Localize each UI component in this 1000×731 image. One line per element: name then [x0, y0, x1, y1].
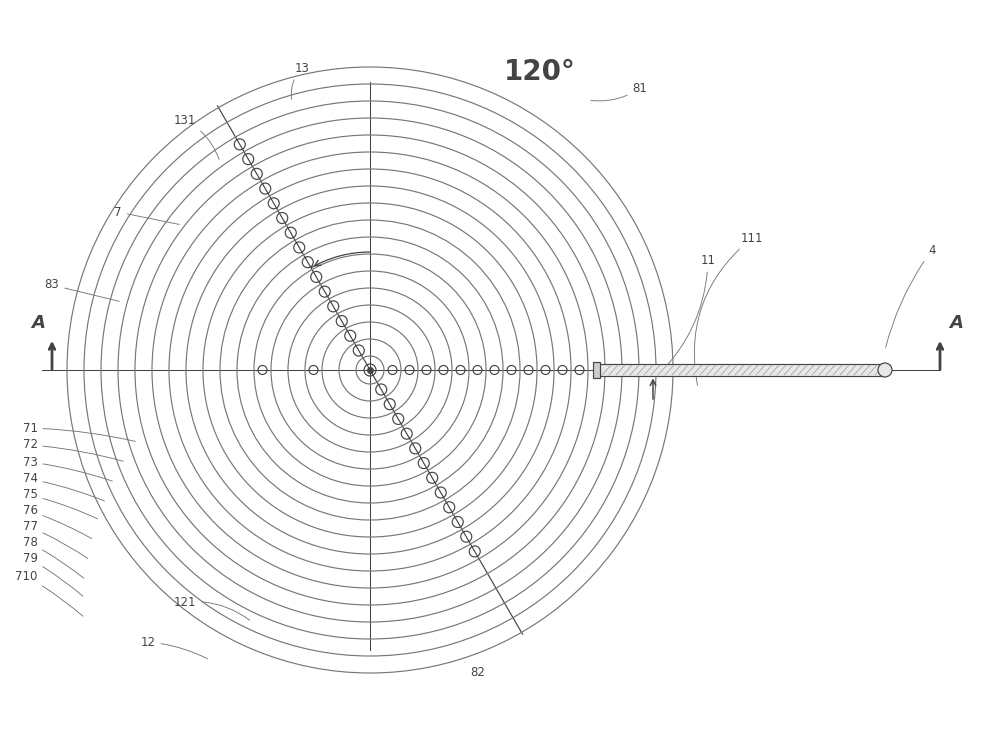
Text: 7: 7 [114, 205, 179, 224]
Text: 77: 77 [22, 520, 88, 558]
Text: 12: 12 [140, 635, 208, 659]
Text: 79: 79 [22, 553, 83, 596]
Text: 76: 76 [22, 504, 92, 539]
Text: 75: 75 [23, 488, 97, 519]
Bar [593, 362, 600, 378]
Text: A: A [31, 314, 45, 332]
Text: 121: 121 [174, 596, 250, 621]
Text: 71: 71 [22, 422, 135, 442]
Text: 78: 78 [23, 537, 84, 578]
Text: 120°: 120° [504, 58, 576, 86]
Text: 4: 4 [886, 243, 936, 347]
Text: 83: 83 [45, 279, 119, 301]
Text: A: A [949, 314, 963, 332]
Text: 81: 81 [591, 81, 647, 101]
Text: 11: 11 [660, 254, 716, 373]
Text: 73: 73 [23, 455, 112, 481]
Text: 111: 111 [694, 232, 763, 385]
Text: 72: 72 [22, 439, 123, 461]
Circle shape [878, 363, 892, 377]
Text: 74: 74 [22, 472, 104, 501]
Text: 13: 13 [291, 61, 309, 99]
Text: 82: 82 [465, 662, 485, 678]
Text: 131: 131 [174, 113, 219, 159]
Bar [598, 364, 885, 376]
Text: 710: 710 [15, 569, 83, 616]
